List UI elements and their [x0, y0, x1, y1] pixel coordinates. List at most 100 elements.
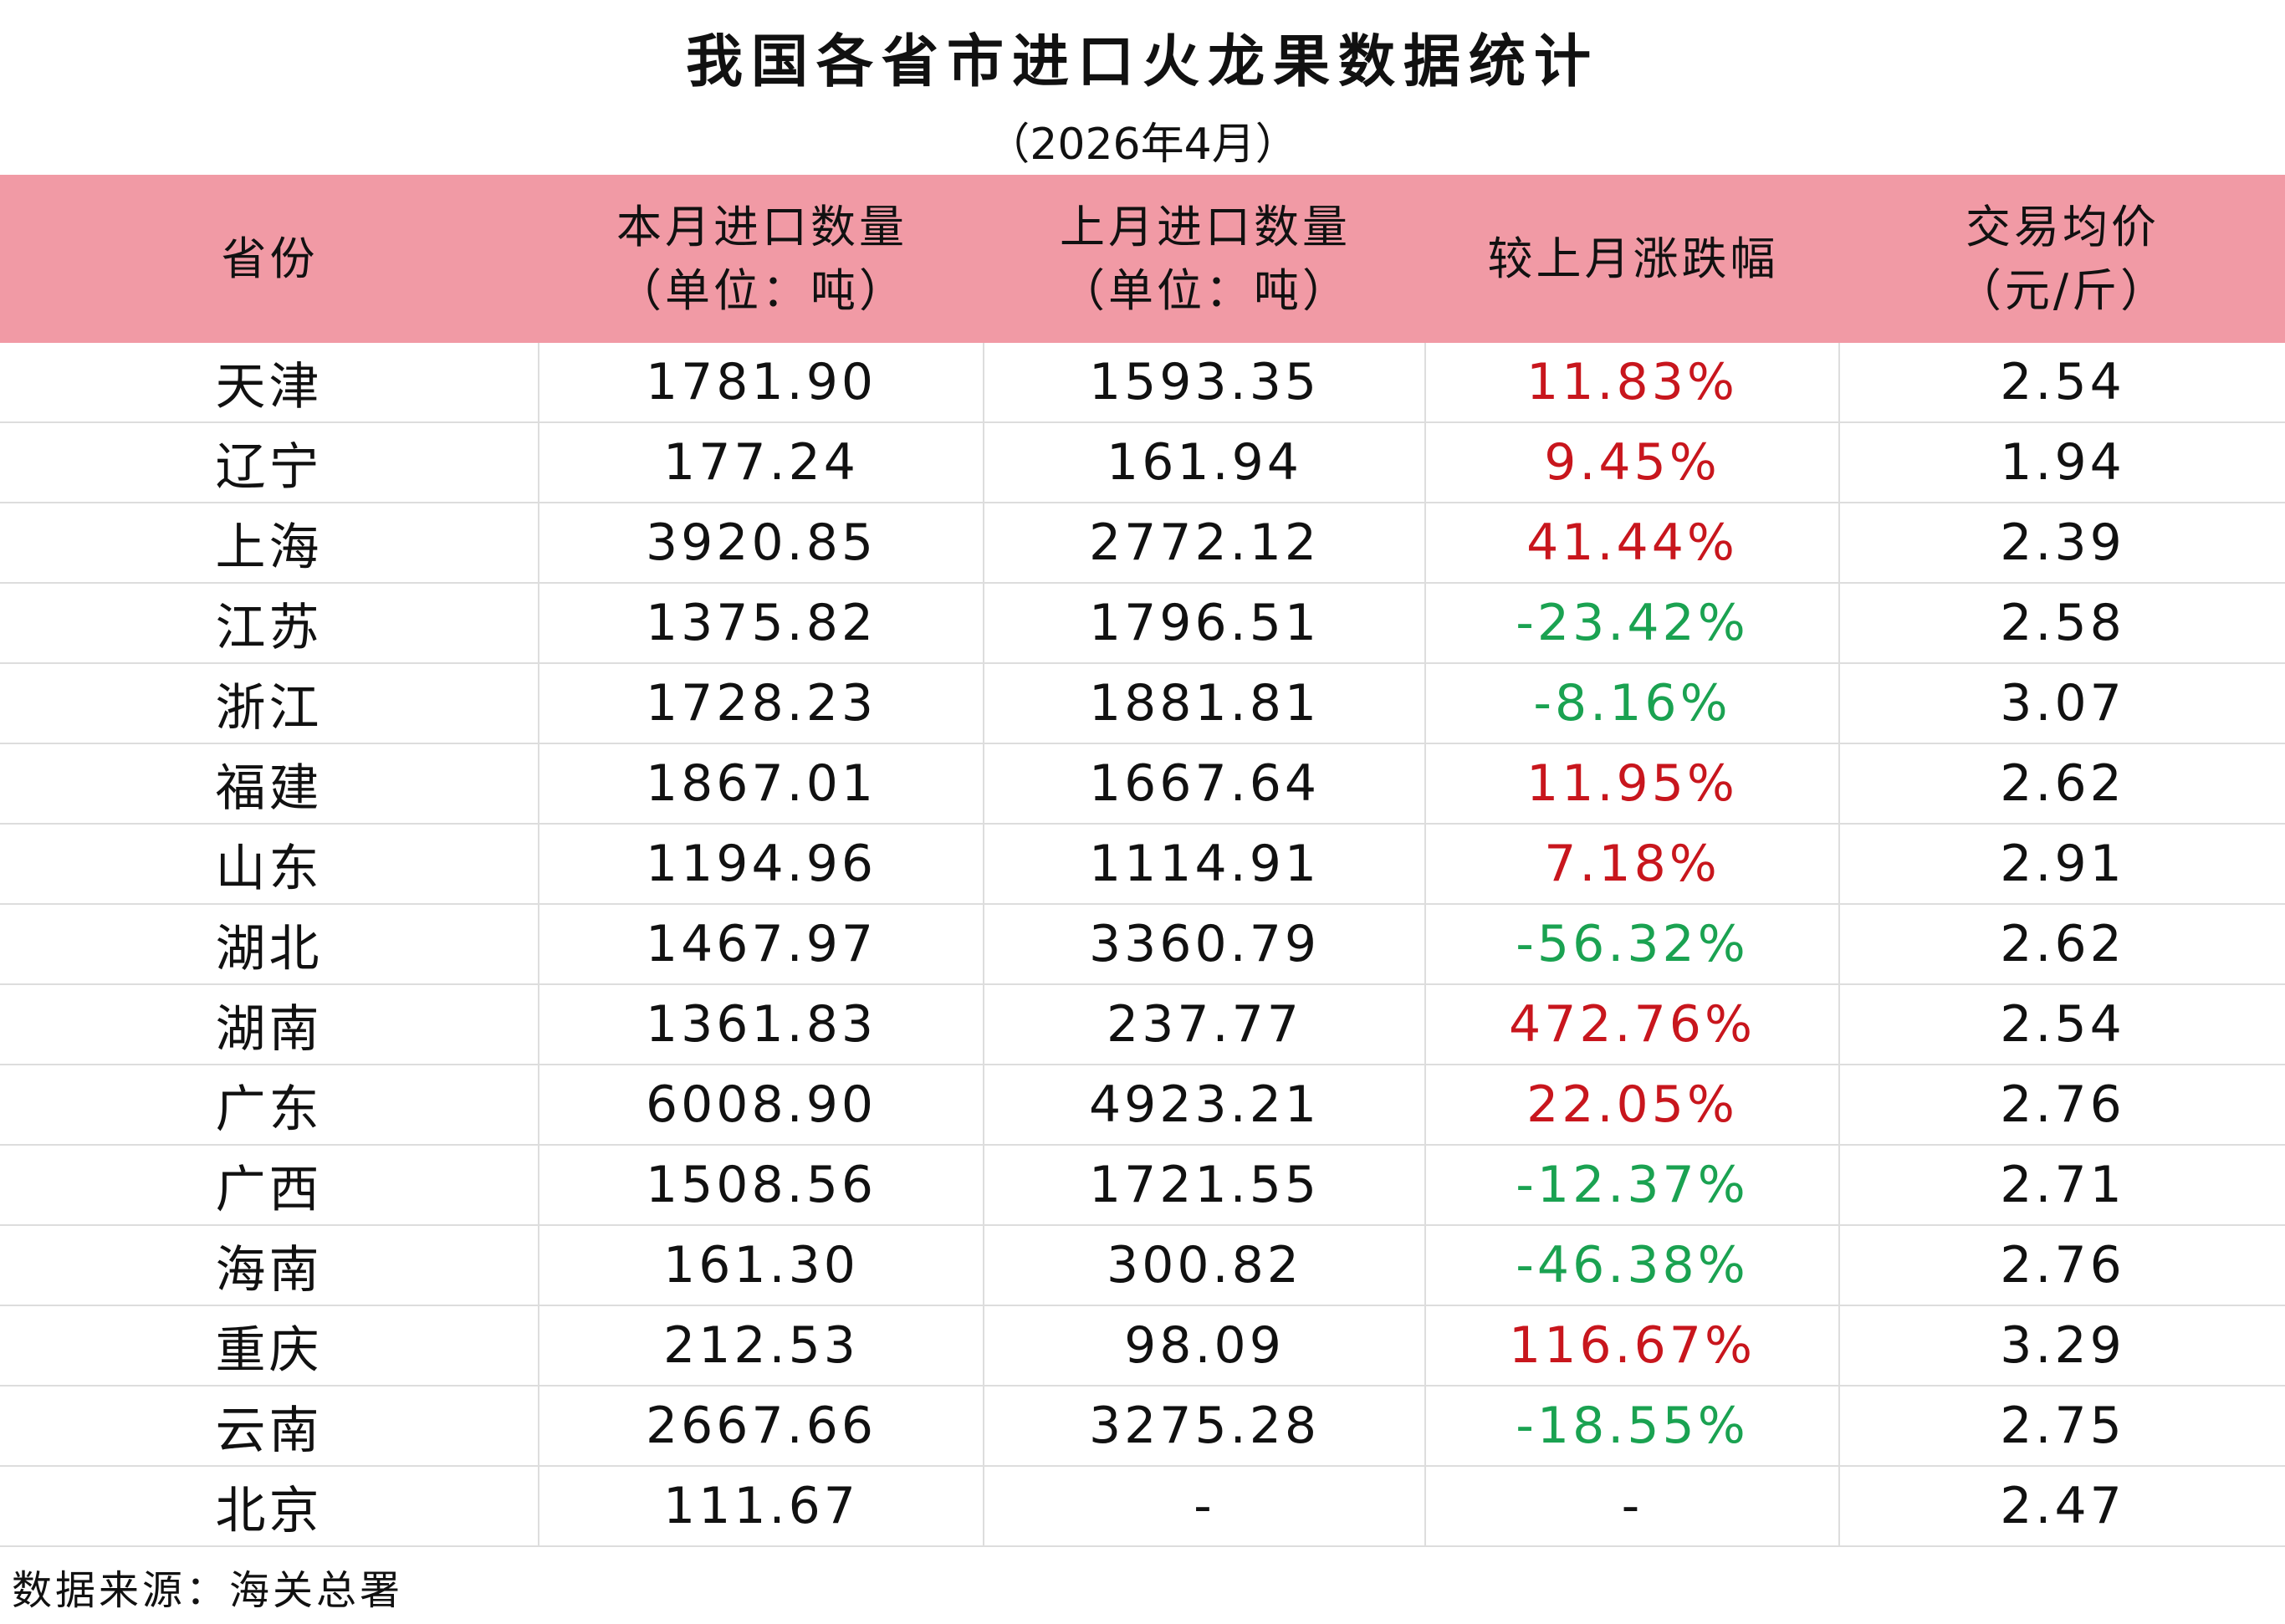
table-cell: 4923.21 — [984, 1065, 1426, 1144]
table-cell: 3360.79 — [984, 905, 1426, 983]
header-text: 省份 — [221, 232, 319, 285]
table-cell: 2.91 — [2000, 835, 2125, 893]
header-cell: 上月进口数量 （单位：吨） — [984, 175, 1426, 343]
subtitle: （2026年4月） — [986, 120, 1299, 170]
table-cell: 161.94 — [984, 423, 1426, 502]
table-row: 湖北 1467.97 3360.79 -56.32% 2.62 — [0, 905, 2285, 985]
table-row: 福建 1867.01 1667.64 11.95% 2.62 — [0, 744, 2285, 825]
table-cell: 浙江 — [0, 664, 539, 743]
table-cell: 2.54 — [2000, 995, 2125, 1054]
table-cell: 云南 — [0, 1387, 539, 1465]
table-cell: 3920.85 — [539, 503, 984, 582]
table-cell: 福建 — [0, 744, 539, 823]
table-cell: 300.82 — [984, 1226, 1426, 1305]
table-cell: 1114.91 — [984, 825, 1426, 903]
table-cell: 1375.82 — [539, 584, 984, 662]
table-cell: 6008.90 — [539, 1065, 984, 1144]
table-row: 山东 1194.96 1114.91 7.18% 2.91 — [0, 825, 2285, 905]
table-cell: 1781.90 — [539, 343, 984, 421]
header-cell: 交易均价 （元/斤） — [1840, 175, 2285, 343]
table-cell: 1593.35 — [984, 343, 1426, 421]
table-cell: 1667.64 — [984, 744, 1426, 823]
table-cell: 2.62 — [2000, 915, 2125, 973]
header-text: 交易均价 — [1966, 200, 2160, 253]
table-cell: 472.76% — [1426, 985, 1840, 1064]
table-cell: 1361.83 — [539, 985, 984, 1064]
table-cell: 江苏 — [0, 584, 539, 662]
table-cell: -8.16% — [1426, 664, 1840, 743]
table-cell: -56.32% — [1426, 905, 1840, 983]
table-cell: 2.58 — [2000, 594, 2125, 652]
table-cell: 山东 — [0, 825, 539, 903]
header-text: 较上月涨跌幅 — [1487, 232, 1779, 285]
header-text: （单位：吨） — [616, 263, 907, 317]
table-cell: 7.18% — [1426, 825, 1840, 903]
table-cell: 11.95% — [1426, 744, 1840, 823]
table-cell: 1721.55 — [984, 1146, 1426, 1224]
table-cell: 2.39 — [2000, 513, 2125, 572]
table-cell: 3.29 — [2000, 1316, 2125, 1375]
table: 省份 本月进口数量 （单位：吨） 上月进口数量 （单位：吨） 较上月涨跌幅 交易均价 （元/斤… — [0, 175, 2285, 1547]
header-text: （单位：吨） — [1060, 263, 1351, 317]
header-cell: 省份 — [0, 175, 539, 343]
table-cell: 上海 — [0, 503, 539, 582]
table-row: 广东 6008.90 4923.21 22.05% 2.76 — [0, 1065, 2285, 1146]
table-cell: 1508.56 — [539, 1146, 984, 1224]
table-cell: 2.75 — [2000, 1397, 2125, 1455]
table-cell: 9.45% — [1426, 423, 1840, 502]
table-row: 江苏 1375.82 1796.51 -23.42% 2.58 — [0, 584, 2285, 664]
table-cell: 237.77 — [984, 985, 1426, 1064]
table-cell: 1796.51 — [984, 584, 1426, 662]
table-row: 云南 2667.66 3275.28 -18.55% 2.75 — [0, 1387, 2285, 1467]
table-row: 湖南 1361.83 237.77 472.76% 2.54 — [0, 985, 2285, 1065]
table-cell: 3275.28 — [984, 1387, 1426, 1465]
table-cell: 212.53 — [539, 1306, 984, 1385]
table-row: 辽宁 177.24 161.94 9.45% 1.94 — [0, 423, 2285, 503]
table-cell: 3.07 — [2000, 674, 2125, 733]
table-row: 浙江 1728.23 1881.81 -8.16% 3.07 — [0, 664, 2285, 744]
table-cell: 辽宁 — [0, 423, 539, 502]
table-cell: 1.94 — [2000, 433, 2125, 492]
table-cell: 2.54 — [2000, 353, 2125, 411]
source: 数据来源：海关总署 — [12, 1567, 404, 1614]
table-cell: 湖南 — [0, 985, 539, 1064]
header-cell: 本月进口数量 （单位：吨） — [539, 175, 984, 343]
table-cell: 177.24 — [539, 423, 984, 502]
header-text: 上月进口数量 — [1060, 200, 1351, 253]
table-cell: 海南 — [0, 1226, 539, 1305]
table-cell: 2.76 — [2000, 1236, 2125, 1295]
table-cell: -46.38% — [1426, 1226, 1840, 1305]
header-cell: 较上月涨跌幅 — [1426, 175, 1840, 343]
header-row: 省份 本月进口数量 （单位：吨） 上月进口数量 （单位：吨） 较上月涨跌幅 交易均价 （元/斤… — [0, 175, 2285, 343]
title: 我国各省市进口火龙果数据统计 — [685, 29, 1599, 95]
table-row: 北京 111.67- -2.47 — [0, 1467, 2285, 1547]
table-cell: 重庆 — [0, 1306, 539, 1385]
table-cell: 1728.23 — [539, 664, 984, 743]
table-cell: 1867.01 — [539, 744, 984, 823]
table-cell: 2667.66 — [539, 1387, 984, 1465]
table-cell: 11.83% — [1426, 343, 1840, 421]
table-cell: 湖北 — [0, 905, 539, 983]
table-row: 天津 1781.90 1593.35 11.83% 2.54 — [0, 343, 2285, 423]
table-cell: 161.30 — [539, 1226, 984, 1305]
table-cell: -23.42% — [1426, 584, 1840, 662]
table-cell: 2.62 — [2000, 754, 2125, 813]
header-text: （元/斤） — [1955, 263, 2170, 317]
table-cell: - — [984, 1467, 1426, 1545]
table-cell: 广东 — [0, 1065, 539, 1144]
table-cell: 2.71 — [2000, 1156, 2125, 1214]
table-cell: -18.55% — [1426, 1387, 1840, 1465]
table-row: 海南 161.30 300.82 -46.38% 2.76 — [0, 1226, 2285, 1306]
table-cell: 111.67 — [539, 1467, 984, 1545]
table-cell: 1881.81 — [984, 664, 1426, 743]
table-cell: 1194.96 — [539, 825, 984, 903]
table-cell: 116.67% — [1426, 1306, 1840, 1385]
table-cell: 2.47 — [2000, 1477, 2125, 1535]
table-row: 广西 1508.56 1721.55 -12.37% 2.71 — [0, 1146, 2285, 1226]
table-cell: 天津 — [0, 343, 539, 421]
table-cell: 广西 — [0, 1146, 539, 1224]
table-cell: 1467.97 — [539, 905, 984, 983]
table-row: 上海 3920.85 2772.12 41.44% 2.39 — [0, 503, 2285, 584]
table-cell: 22.05% — [1426, 1065, 1840, 1144]
